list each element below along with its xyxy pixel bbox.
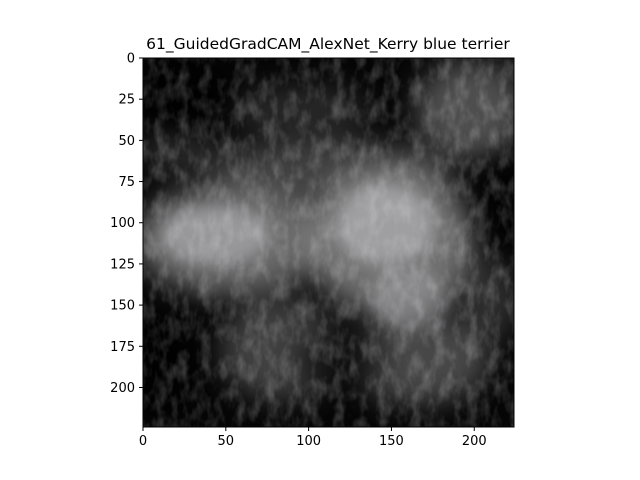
y-tick-label: 50	[118, 134, 135, 149]
y-axis: 0 25 50 75 100 125 150 175 200	[110, 52, 143, 396]
x-tick-label: 0	[139, 434, 147, 449]
y-tick-label: 0	[127, 52, 135, 67]
x-axis: 0 50 100 150 200	[139, 427, 487, 449]
x-tick-label: 100	[296, 434, 321, 449]
x-tick-label: 50	[218, 434, 235, 449]
y-tick-label: 75	[118, 175, 135, 190]
y-tick-label: 125	[110, 257, 135, 272]
figure-title: 61_GuidedGradCAM_AlexNet_Kerry blue terr…	[146, 35, 510, 54]
y-tick-label: 100	[110, 216, 135, 231]
y-tick-label: 25	[118, 93, 135, 108]
saliency-image	[143, 58, 514, 427]
axes-frame	[142, 57, 515, 428]
y-tick-label: 200	[110, 381, 135, 396]
y-tick-label: 150	[110, 299, 135, 314]
x-tick-label: 200	[462, 434, 487, 449]
y-tick-label: 175	[110, 340, 135, 355]
x-tick-label: 150	[379, 434, 404, 449]
